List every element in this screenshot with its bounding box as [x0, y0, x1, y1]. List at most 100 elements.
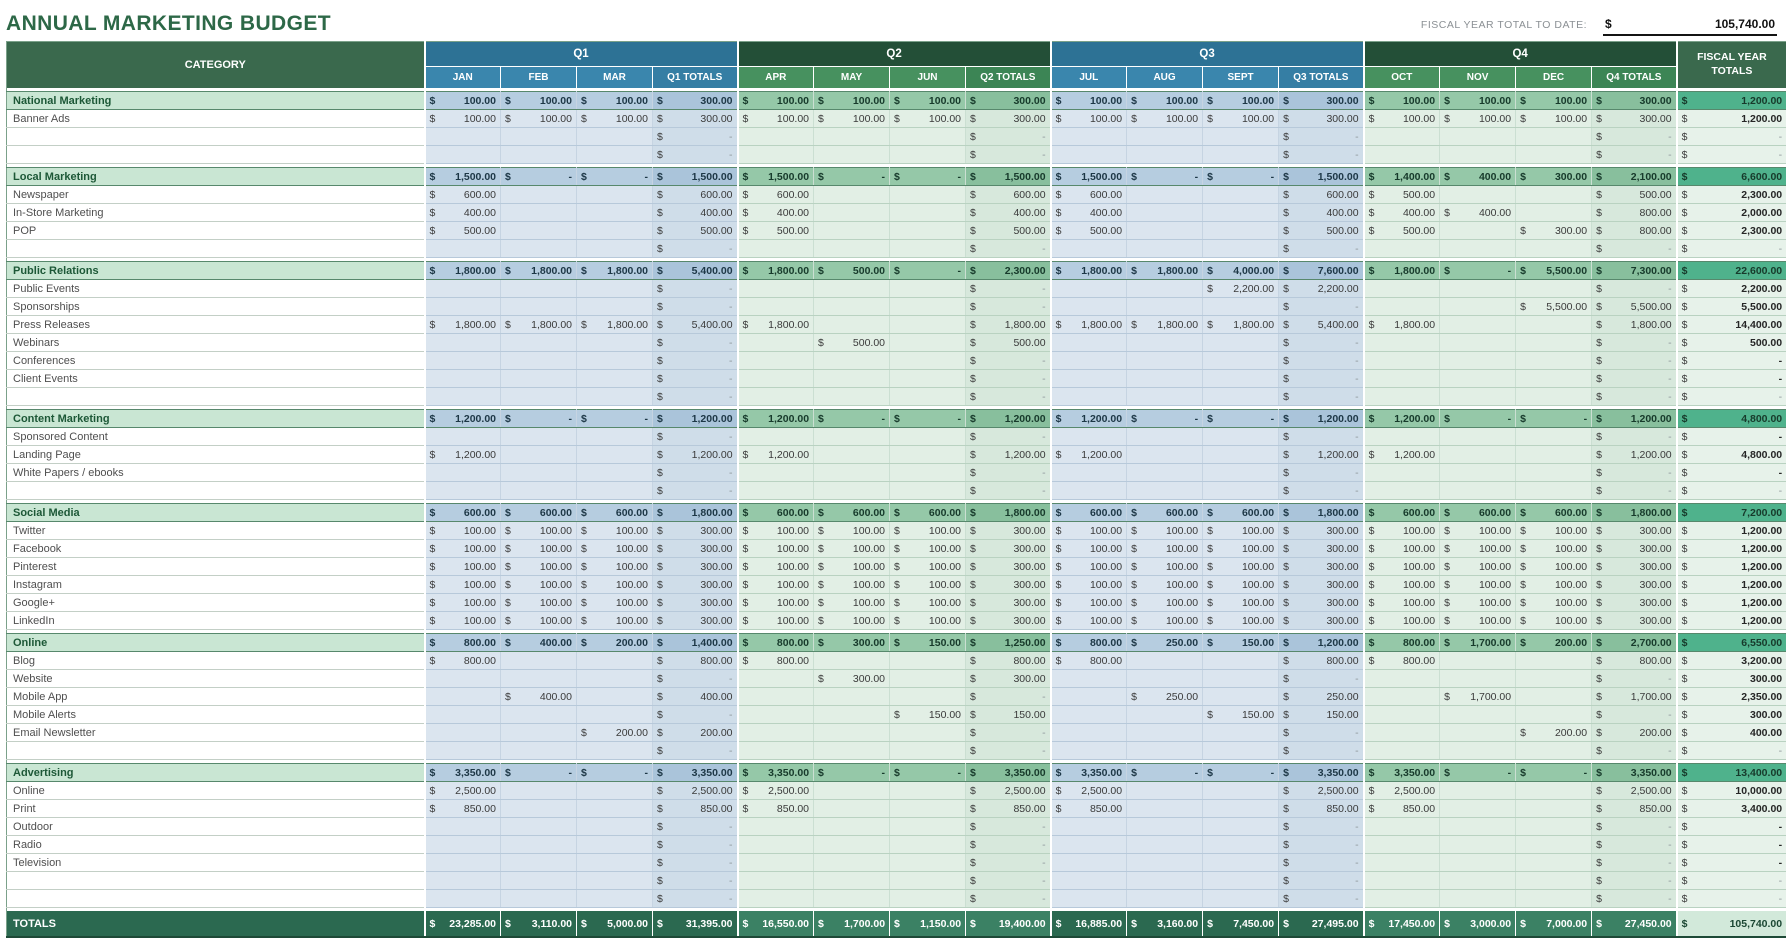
cell[interactable]: $600.00: [577, 504, 653, 522]
cell[interactable]: [1440, 186, 1516, 204]
row-label[interactable]: Advertising: [7, 764, 425, 782]
cell[interactable]: $3,160.00: [1127, 911, 1203, 937]
cell[interactable]: $-: [1592, 370, 1677, 388]
cell[interactable]: [1127, 146, 1203, 164]
cell[interactable]: $-: [1279, 298, 1364, 316]
cell[interactable]: [1051, 890, 1127, 908]
cell[interactable]: [1516, 388, 1592, 406]
cell[interactable]: $-: [1516, 410, 1592, 428]
cell[interactable]: [1051, 872, 1127, 890]
cell[interactable]: $300.00: [653, 612, 738, 630]
cell[interactable]: $1,500.00: [1279, 168, 1364, 186]
cell[interactable]: $100.00: [1364, 540, 1440, 558]
cell[interactable]: [814, 446, 890, 464]
cell[interactable]: $300.00: [966, 558, 1051, 576]
cell[interactable]: [1051, 298, 1127, 316]
cell[interactable]: $3,350.00: [1279, 764, 1364, 782]
cell[interactable]: $7,200.00: [1677, 504, 1786, 522]
cell[interactable]: $-: [653, 298, 738, 316]
cell[interactable]: $-: [1203, 410, 1279, 428]
cell[interactable]: $-: [1279, 670, 1364, 688]
cell[interactable]: $1,200.00: [653, 446, 738, 464]
cell[interactable]: [1440, 298, 1516, 316]
cell[interactable]: $4,000.00: [1203, 262, 1279, 280]
cell[interactable]: [577, 464, 653, 482]
cell[interactable]: $-: [1279, 724, 1364, 742]
cell[interactable]: [1364, 146, 1440, 164]
cell[interactable]: $3,350.00: [966, 764, 1051, 782]
cell[interactable]: $100.00: [890, 612, 966, 630]
row-label[interactable]: Mobile Alerts: [7, 706, 425, 724]
cell[interactable]: [1127, 128, 1203, 146]
cell[interactable]: $100.00: [1364, 612, 1440, 630]
cell[interactable]: $300.00: [1279, 576, 1364, 594]
cell[interactable]: [890, 204, 966, 222]
cell[interactable]: $-: [1592, 280, 1677, 298]
cell[interactable]: [501, 370, 577, 388]
cell[interactable]: [1127, 706, 1203, 724]
cell[interactable]: $600.00: [1516, 504, 1592, 522]
cell[interactable]: $1,800.00: [738, 316, 814, 334]
cell[interactable]: $100.00: [1203, 576, 1279, 594]
cell[interactable]: $-: [653, 742, 738, 760]
cell[interactable]: $1,800.00: [501, 316, 577, 334]
cell[interactable]: [1203, 222, 1279, 240]
cell[interactable]: [738, 146, 814, 164]
cell[interactable]: [577, 146, 653, 164]
cell[interactable]: $300.00: [1592, 110, 1677, 128]
cell[interactable]: [890, 128, 966, 146]
cell[interactable]: $100.00: [814, 522, 890, 540]
cell[interactable]: $100.00: [501, 594, 577, 612]
cell[interactable]: [1516, 688, 1592, 706]
cell[interactable]: $-: [1677, 428, 1786, 446]
cell[interactable]: $5,500.00: [1516, 298, 1592, 316]
cell[interactable]: [577, 222, 653, 240]
cell[interactable]: $-: [1592, 670, 1677, 688]
cell[interactable]: $1,200.00: [966, 446, 1051, 464]
cell[interactable]: [1516, 854, 1592, 872]
cell[interactable]: [577, 240, 653, 258]
cell[interactable]: [577, 854, 653, 872]
cell[interactable]: $-: [1677, 482, 1786, 500]
cell[interactable]: $600.00: [1051, 186, 1127, 204]
cell[interactable]: $300.00: [1592, 522, 1677, 540]
cell[interactable]: [1203, 482, 1279, 500]
col-header-q2-totals[interactable]: Q2 TOTALS: [966, 67, 1051, 89]
cell[interactable]: $100.00: [890, 594, 966, 612]
cell[interactable]: [1203, 464, 1279, 482]
cell[interactable]: [1516, 872, 1592, 890]
cell[interactable]: $100.00: [738, 110, 814, 128]
cell[interactable]: $1,150.00: [890, 911, 966, 937]
cell[interactable]: $5,500.00: [1677, 298, 1786, 316]
cell[interactable]: $250.00: [1279, 688, 1364, 706]
cell[interactable]: $300.00: [1677, 670, 1786, 688]
cell[interactable]: [1440, 316, 1516, 334]
cell[interactable]: $500.00: [653, 222, 738, 240]
cell[interactable]: $300.00: [1516, 168, 1592, 186]
cell[interactable]: [1203, 688, 1279, 706]
cell[interactable]: [1516, 464, 1592, 482]
cell[interactable]: $1,800.00: [1127, 262, 1203, 280]
cell[interactable]: $-: [653, 334, 738, 352]
cell[interactable]: [1440, 800, 1516, 818]
cell[interactable]: [577, 652, 653, 670]
cell[interactable]: $-: [653, 352, 738, 370]
row-label[interactable]: Webinars: [7, 334, 425, 352]
cell[interactable]: $500.00: [966, 222, 1051, 240]
cell[interactable]: $2,350.00: [1677, 688, 1786, 706]
row-label[interactable]: In-Store Marketing: [7, 204, 425, 222]
cell[interactable]: $2,500.00: [1364, 782, 1440, 800]
cell[interactable]: [1051, 464, 1127, 482]
cell[interactable]: [501, 146, 577, 164]
row-label[interactable]: Public Events: [7, 280, 425, 298]
cell[interactable]: $23,285.00: [425, 911, 501, 937]
cell[interactable]: [738, 482, 814, 500]
cell[interactable]: $-: [653, 464, 738, 482]
cell[interactable]: $4,800.00: [1677, 410, 1786, 428]
cell[interactable]: [425, 688, 501, 706]
cell[interactable]: [1203, 836, 1279, 854]
cell[interactable]: $300.00: [1279, 522, 1364, 540]
cell[interactable]: $2,500.00: [1051, 782, 1127, 800]
cell[interactable]: $100.00: [501, 576, 577, 594]
cell[interactable]: [738, 388, 814, 406]
